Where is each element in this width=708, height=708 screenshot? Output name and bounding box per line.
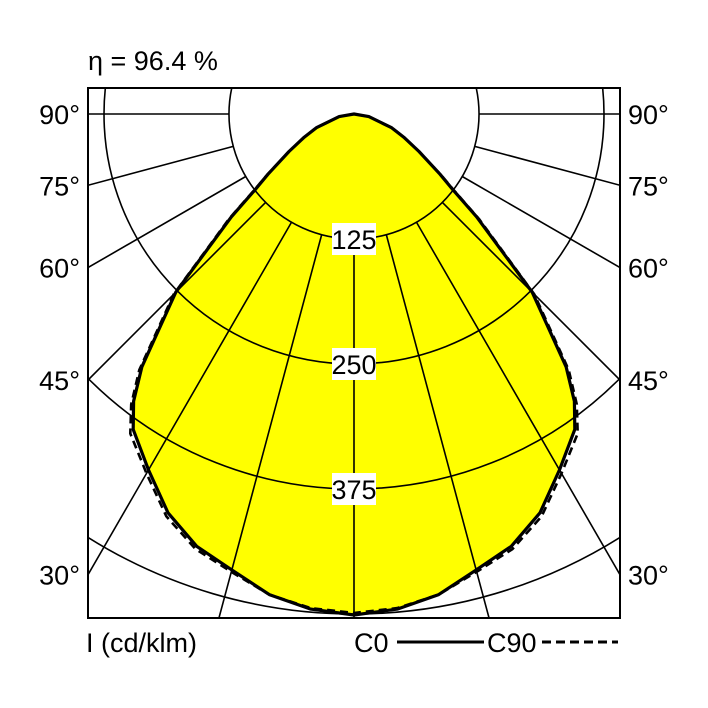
radial-line-30 [415,221,620,576]
unit-label: I (cd/klm) [86,628,197,658]
legend-c90-label: C90 [487,628,537,658]
angle-label-right: 75° [628,171,669,201]
angle-label-left: 60° [39,254,80,284]
angle-label-right: 90° [628,100,669,130]
angle-label-right: 45° [628,366,669,396]
grid-over-fill [88,88,620,618]
angle-label-left: 90° [39,100,80,130]
radial-line--30 [88,221,293,576]
angle-label-left: 30° [39,561,80,591]
radial-line-15 [385,234,490,618]
plot-frame [87,87,621,619]
angle-label-right: 30° [628,561,669,591]
radial-line-75 [474,145,620,187]
ring-label-bg [332,223,376,255]
angle-label-right: 60° [628,254,669,284]
ring-label: 125 [331,225,376,255]
ring-label-bg [332,348,376,380]
radial-line--60 [88,175,247,269]
ring-label: 250 [331,350,376,380]
chart-title: η = 96.4 % [88,46,218,76]
angle-label-left: 75° [39,171,80,201]
ring-label: 375 [331,475,376,505]
legend-c0-label: C0 [354,628,389,658]
ring-label-bg [332,473,376,505]
radial-line-60 [461,175,620,269]
series-C90-line [129,112,579,615]
radial-line--15 [218,234,323,618]
radial-line--75 [88,145,234,187]
angle-label-left: 45° [39,366,80,396]
